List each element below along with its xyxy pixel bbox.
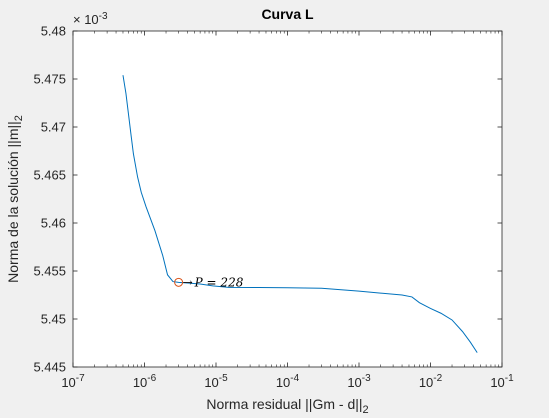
y-tick-label: 5.455 — [33, 264, 66, 279]
x-tick-label-base: 10 — [133, 375, 147, 390]
y-tick-label: 5.475 — [33, 72, 66, 87]
x-tick-label: 10-6 — [133, 373, 157, 390]
x-tick-label-base: 10 — [204, 375, 218, 390]
axis-ticks — [72, 30, 503, 368]
y-tick-label: 5.465 — [33, 168, 66, 183]
x-tick-label-exponent: -3 — [362, 373, 371, 384]
y-multiplier: × 10-3 — [73, 11, 108, 27]
y-tick-label: 5.47 — [41, 120, 66, 135]
y-axis-label: Norma de la solución ||m||2 — [5, 115, 25, 283]
x-tick-label-base: 10 — [490, 375, 504, 390]
lcurve-corner-marker — [174, 277, 184, 287]
y-tick-label: 5.445 — [33, 360, 66, 375]
x-tick-label-exponent: -2 — [433, 373, 442, 384]
x-axis-label-subscript: 2 — [363, 404, 369, 416]
x-tick-label-base: 10 — [347, 375, 361, 390]
x-tick-label-base: 10 — [61, 375, 75, 390]
x-tick-label: 10-3 — [347, 373, 371, 390]
annotation-arrow: → — [183, 275, 193, 289]
x-tick-label: 10-2 — [419, 373, 443, 390]
x-tick-label: 10-4 — [276, 373, 300, 390]
x-tick-label-exponent: -6 — [147, 373, 156, 384]
series-line — [122, 75, 478, 353]
x-tick-label: 10-7 — [61, 373, 85, 390]
corner-annotation: → P = 228 — [183, 275, 244, 289]
annotation-text: P = 228 — [194, 275, 244, 289]
y-tick-label: 5.48 — [41, 24, 66, 39]
y-axis-label-subscript: 2 — [13, 115, 25, 121]
y-tick-label: 5.46 — [41, 216, 66, 231]
x-tick-label: 10-5 — [204, 373, 228, 390]
chart-title: Curva L — [261, 6, 314, 22]
x-tick-label-base: 10 — [276, 375, 290, 390]
x-tick-label-exponent: -1 — [505, 373, 514, 384]
axes-background — [73, 31, 502, 367]
x-tick-label-exponent: -4 — [290, 373, 299, 384]
x-tick-label: 10-1 — [490, 373, 514, 390]
x-tick-label-exponent: -7 — [76, 373, 85, 384]
y-axis-label-text: Norma de la solución ||m|| — [5, 121, 21, 283]
axis-tick-labels: 10-7 10-6 10-5 10-4 10-3 10-2 10-15.4455.455.4… — [33, 24, 514, 391]
x-axis-label: Norma residual ||Gm - d||2 — [206, 396, 368, 416]
axes-box — [72, 30, 503, 368]
x-tick-label-base: 10 — [419, 375, 433, 390]
x-tick-label-exponent: -5 — [219, 373, 228, 384]
y-multiplier-base: × 10 — [73, 12, 99, 27]
plot-series — [122, 75, 478, 353]
y-multiplier-exponent: -3 — [99, 11, 108, 22]
x-axis-label-text: Norma residual ||Gm - d|| — [206, 396, 362, 412]
y-tick-label: 5.45 — [41, 312, 66, 327]
